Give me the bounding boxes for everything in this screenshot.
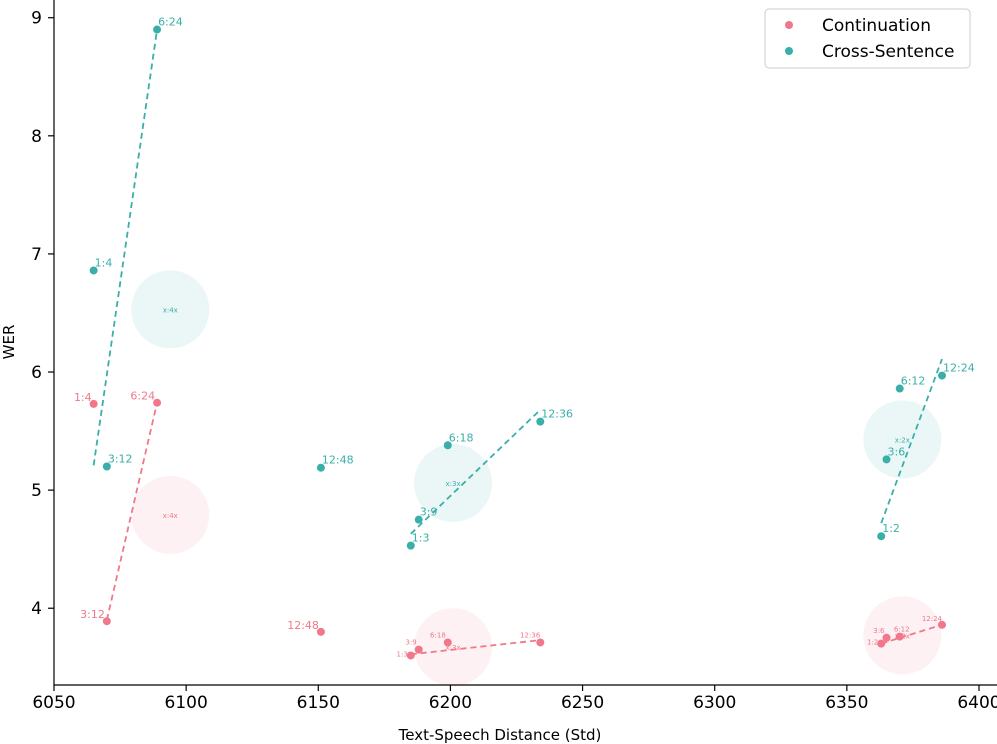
fit-line [92,29,158,466]
x-tick-label: 6400 [957,693,997,713]
data-point [882,455,891,464]
legend-label-continuation: Continuation [822,16,931,36]
point-label: 1:4 [95,256,113,269]
data-point [938,620,946,629]
legend: Continuation Cross-Sentence [764,8,971,69]
point-label: 12:36 [541,408,573,421]
centroid-halo [131,270,210,349]
data-point [938,371,946,380]
data-point [443,441,452,450]
point-label: 6:12 [894,626,910,634]
x-tick-label: 6250 [561,693,604,713]
point-label: 12:48 [322,454,354,467]
legend-marker-cross-sentence [785,47,793,55]
x-tick-label: 6150 [297,693,340,713]
data-point [414,515,423,524]
point-label: 12:24 [943,362,975,375]
point-label: 1:2 [867,639,878,647]
point-label: 6:24 [130,390,155,403]
point-label: 3:9 [420,506,438,519]
data-point [895,632,904,641]
point-label: 12:48 [287,619,319,632]
data-point [153,25,162,34]
y-tick-label: 8 [31,127,42,147]
data-point [102,617,111,626]
legend-box [764,8,971,69]
point-label: 1:4 [74,391,92,404]
x-axis-title: Text-Speech Distance (Std) [398,726,602,744]
data-point [153,398,162,407]
data-point [316,463,325,472]
fit-line [880,358,943,524]
point-label: 1:2 [882,522,900,535]
axes [53,0,997,686]
y-tick-label: 7 [31,245,42,265]
centroid-label: x:2x [895,436,910,444]
legend-label-cross-sentence: Cross-Sentence [822,42,954,62]
data-point [102,462,111,471]
centroid-label: x:4x [163,306,178,314]
data-point-layer [89,25,946,660]
centroid-halo [414,608,493,687]
data-point [895,384,904,393]
fit-line [410,639,541,656]
data-point [536,417,545,426]
data-point [89,399,98,408]
legend-marker-continuation [785,21,793,29]
centroid-label: x:2x [895,632,910,640]
point-label: 3:9 [405,639,416,647]
x-tick-label: 6350 [825,693,868,713]
x-tick-label: 6100 [165,693,208,713]
data-point [882,633,891,642]
data-point [406,651,415,660]
point-label: 3:6 [873,627,885,635]
centroid-halo-layer [131,270,942,687]
point-label-layer: x:4x x:3x x:2x 1:4 3:12 6:24 12:48 1:3 3:9 6:18 12… [74,16,975,659]
x-tick-label: 6200 [429,693,472,713]
centroid-label: x:4x [163,512,178,520]
point-label: 3:6 [888,445,906,458]
x-tick-label: 6050 [32,693,75,713]
data-point [877,532,886,541]
y-tick-label: 9 [31,9,42,29]
fit-line [105,402,158,621]
centroid-label: x:3x [446,480,461,488]
data-point [406,541,415,550]
y-tick-label: 6 [31,363,42,383]
point-label: 6:18 [449,431,474,444]
point-label: 1:3 [412,532,430,545]
data-point [443,638,452,647]
point-label: 1:3 [397,650,408,658]
fit-line [880,623,943,645]
centroid-halo [414,444,493,523]
point-label: 6:12 [901,375,926,388]
point-label: 12:36 [520,631,541,639]
x-tick-label: 6300 [693,693,736,713]
y-axis-title: WER [0,325,18,360]
centroid-halo [131,475,210,554]
data-point [536,638,545,647]
tick-layer: 6050 6100 6150 6200 6250 6300 6350 6400 4 5 6 7 8 9 [31,9,997,713]
point-label: 12:24 [922,615,943,623]
point-label: 3:12 [80,608,105,621]
centroid-label: x:3x [446,644,461,652]
y-tick-label: 5 [31,481,42,501]
point-label: 6:24 [158,16,183,29]
y-tick-label: 4 [31,599,42,619]
data-point [89,266,98,275]
point-label: 6:18 [430,631,446,639]
data-point [414,645,423,654]
data-point [316,627,325,636]
fit-line-layer [92,29,943,656]
data-point [877,639,886,648]
point-label: 3:12 [108,453,133,466]
